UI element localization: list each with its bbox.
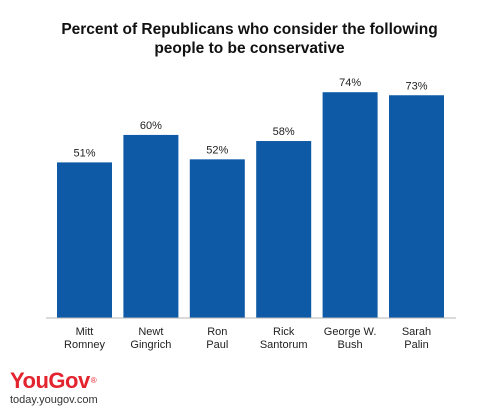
category-label-5: Sarah Palin xyxy=(402,326,431,351)
chart-title: Percent of Republicans who consider the … xyxy=(61,21,438,57)
logo-registered-mark: ® xyxy=(90,376,97,385)
logo-gov: Gov xyxy=(48,368,90,393)
bar-3 xyxy=(256,141,312,318)
value-label-2: 52% xyxy=(206,144,228,156)
value-label-0: 51% xyxy=(73,147,95,159)
bar-2 xyxy=(189,159,245,318)
bar-1 xyxy=(123,134,179,318)
category-label-2: Ron Paul xyxy=(206,326,228,351)
bar-4 xyxy=(322,92,378,318)
bar-0 xyxy=(57,162,112,318)
value-label-3: 58% xyxy=(273,126,295,138)
bar-5 xyxy=(389,95,444,318)
value-label-1: 60% xyxy=(140,120,162,132)
category-label-1: Newt Gingrich xyxy=(130,326,171,351)
value-label-5: 73% xyxy=(405,80,427,92)
yougov-logo: YouGov® xyxy=(10,368,97,393)
category-label-3: Rick Santorum xyxy=(260,326,308,351)
category-label-0: Mitt Romney xyxy=(64,326,105,351)
logo-you: You xyxy=(10,368,49,393)
category-label-4: George W. Bush xyxy=(324,326,377,351)
value-label-4: 74% xyxy=(339,77,361,89)
source-url: today.yougov.com xyxy=(10,394,98,406)
